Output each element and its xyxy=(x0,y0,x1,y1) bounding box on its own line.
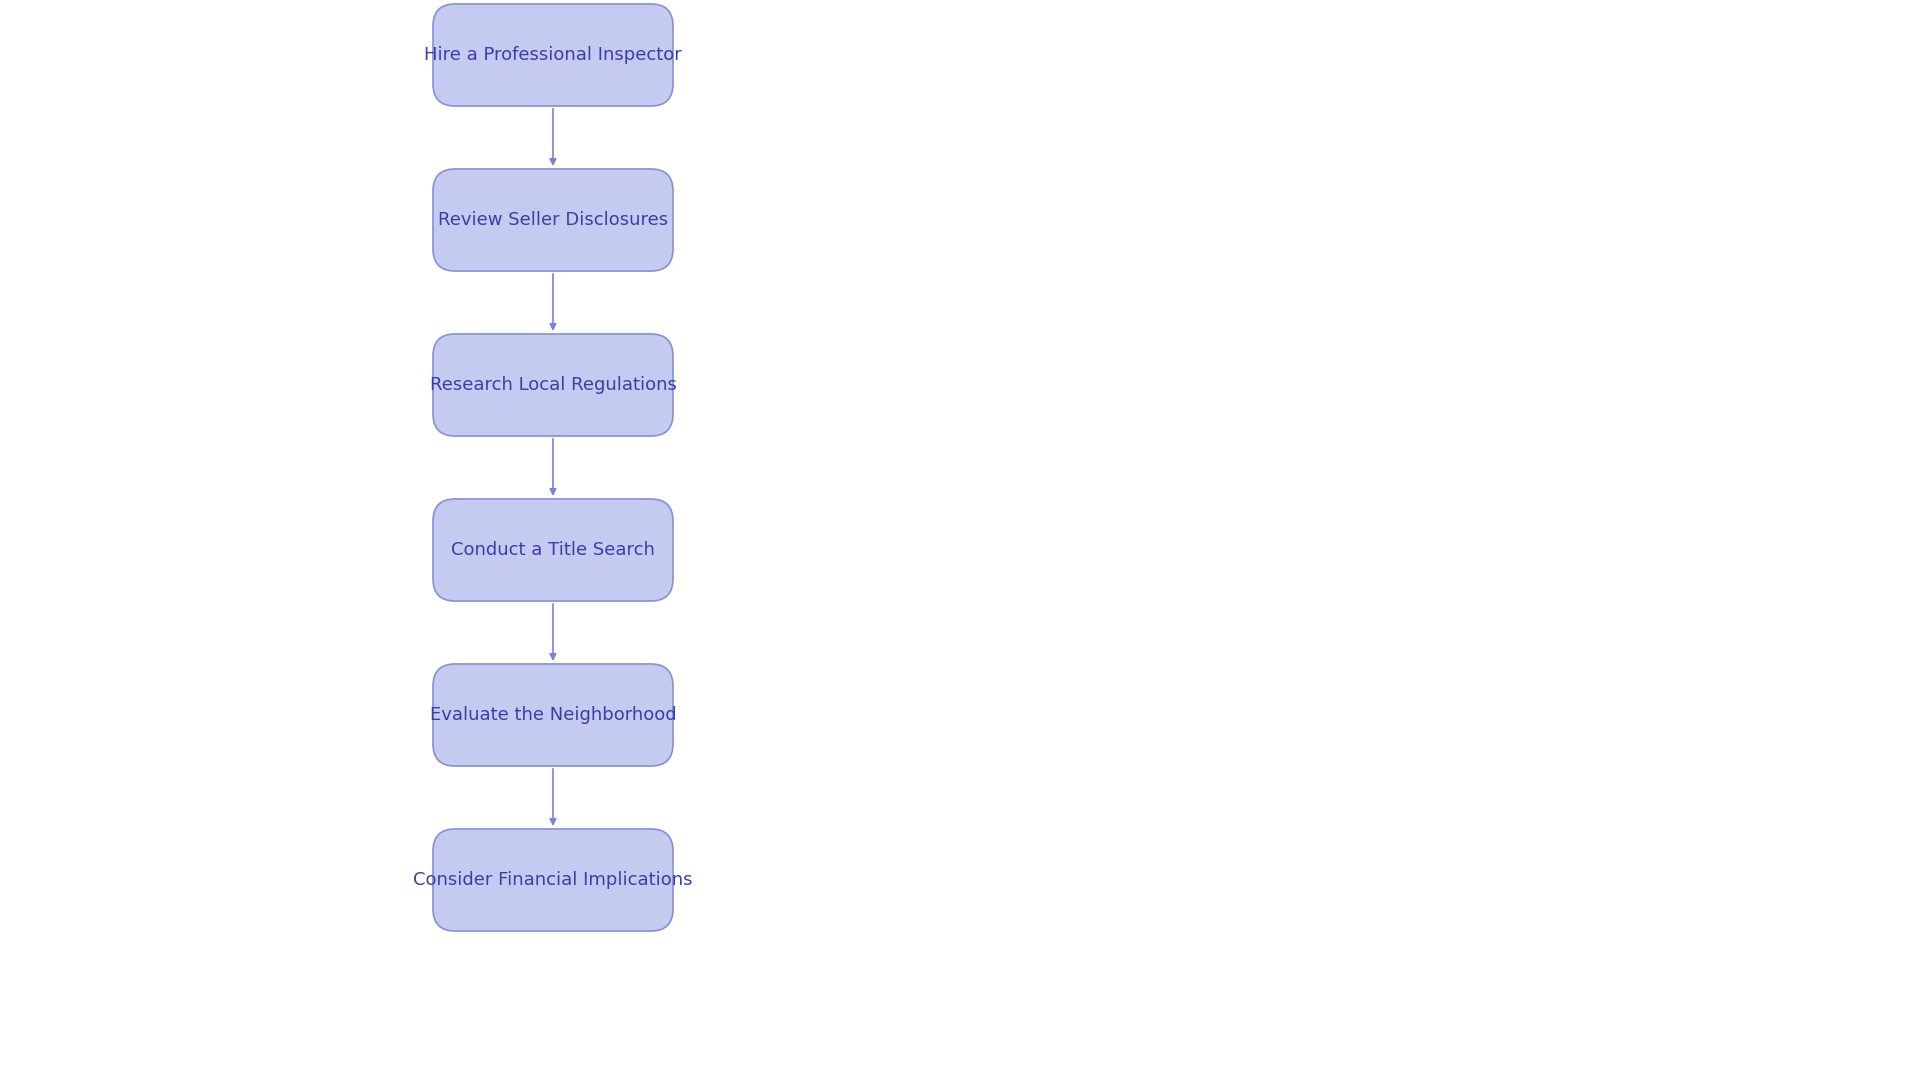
Text: Conduct a Title Search: Conduct a Title Search xyxy=(451,542,655,559)
FancyBboxPatch shape xyxy=(434,828,674,931)
FancyBboxPatch shape xyxy=(434,664,674,766)
Text: Evaluate the Neighborhood: Evaluate the Neighborhood xyxy=(430,706,676,725)
FancyBboxPatch shape xyxy=(434,4,674,106)
Text: Research Local Regulations: Research Local Regulations xyxy=(430,376,676,394)
Text: Consider Financial Implications: Consider Financial Implications xyxy=(413,871,693,889)
Text: Review Seller Disclosures: Review Seller Disclosures xyxy=(438,211,668,229)
FancyBboxPatch shape xyxy=(434,499,674,601)
FancyBboxPatch shape xyxy=(434,169,674,271)
FancyBboxPatch shape xyxy=(434,334,674,436)
Text: Hire a Professional Inspector: Hire a Professional Inspector xyxy=(424,45,682,64)
